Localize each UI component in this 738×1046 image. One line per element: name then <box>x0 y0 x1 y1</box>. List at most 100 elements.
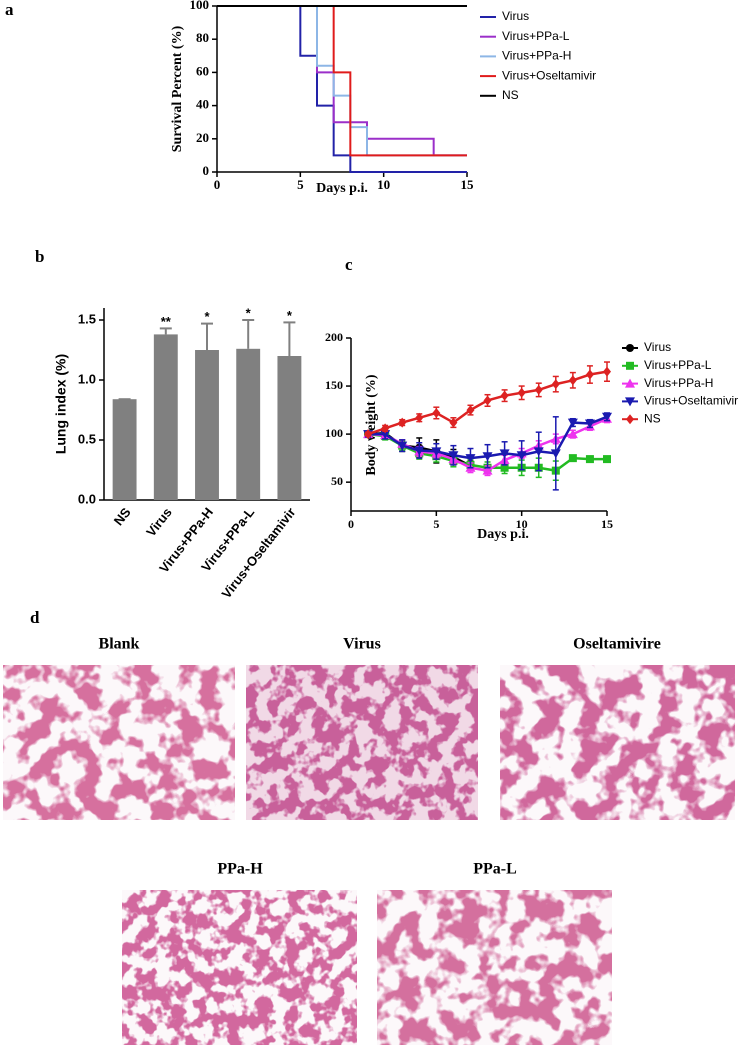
marker <box>585 369 594 380</box>
y-tick-label: 1.5 <box>78 311 96 326</box>
image-texture <box>246 665 478 820</box>
x-tick-label: 0 <box>348 517 354 531</box>
panel-label: a <box>5 0 14 19</box>
image-texture <box>3 665 235 820</box>
marker <box>448 451 459 461</box>
y-tick-label: 100 <box>325 426 343 440</box>
legend-label: Virus+PPa-L <box>644 358 712 372</box>
y-tick-label: 1.0 <box>78 371 96 386</box>
legend-marker <box>626 344 634 352</box>
bar <box>112 399 137 500</box>
marker <box>602 412 612 422</box>
marker <box>449 417 458 428</box>
y-tick-label: 60 <box>196 63 209 78</box>
legend-label: NS <box>502 88 519 102</box>
y-tick-label: 0.5 <box>78 431 96 446</box>
image-texture <box>122 890 357 1045</box>
marker <box>584 419 595 429</box>
image-title: PPa-L <box>473 861 517 878</box>
marker <box>364 429 373 440</box>
marker <box>603 455 611 464</box>
marker <box>500 390 509 401</box>
marker <box>380 430 391 440</box>
panel-label: b <box>35 247 44 266</box>
bar <box>236 348 261 500</box>
legend-label: Virus <box>502 9 529 23</box>
image-texture <box>500 665 735 820</box>
legend-marker <box>626 361 634 370</box>
bar <box>195 350 219 500</box>
y-axis-label: Survival Percent (%) <box>170 25 185 152</box>
marker <box>431 447 442 457</box>
chart: c 50 100 150 200 0 5 10 15 Days p.i. Body weight (… <box>325 255 738 542</box>
legend-marker <box>625 397 635 407</box>
marker <box>482 465 493 475</box>
x-tick-label: 15 <box>601 517 613 531</box>
image-title: Oseltamivire <box>573 636 661 653</box>
legend-label: NS <box>644 411 661 425</box>
histology-images <box>3 665 735 1045</box>
survival-line <box>217 5 467 157</box>
significance: * <box>246 305 252 320</box>
legend-label: Virus+PPa-H <box>502 49 571 63</box>
marker <box>466 405 475 416</box>
y-axis-label: Lung index (%) <box>53 354 69 454</box>
survival-line <box>217 5 467 157</box>
image-texture <box>377 890 612 1045</box>
bar <box>153 334 178 500</box>
y-tick-label: 50 <box>331 474 343 488</box>
y-tick-label: 40 <box>196 97 209 112</box>
x-tick-label: NS <box>111 504 134 528</box>
legend-marker <box>625 378 635 388</box>
marker <box>517 387 526 398</box>
marker <box>516 451 527 461</box>
marker <box>567 418 578 428</box>
marker <box>381 423 390 434</box>
x-tick-label: Virus+Oseltamivir <box>219 505 299 601</box>
survival-line <box>217 5 467 157</box>
legend-label: Virus+PPa-L <box>502 29 570 43</box>
marker <box>550 449 561 459</box>
marker <box>567 429 578 439</box>
chart: a 0 20 40 60 80 100 0 5 10 15 Days p.i. Survival Per… <box>5 0 596 196</box>
x-tick-label: 0 <box>214 177 221 192</box>
bar <box>277 356 302 500</box>
legend-marker <box>626 414 634 425</box>
marker <box>568 375 577 386</box>
significance: * <box>287 308 293 323</box>
panel-label: d <box>30 608 40 627</box>
y-tick-label: 200 <box>325 330 343 344</box>
survival-line <box>217 5 467 173</box>
marker <box>432 407 441 418</box>
x-tick-label: 15 <box>461 177 475 192</box>
significance: * <box>204 309 210 324</box>
marker <box>533 447 544 457</box>
image-title: Blank <box>99 636 140 653</box>
marker <box>568 454 577 463</box>
x-tick-label: Virus <box>143 505 175 540</box>
legend-label: Virus+Oseltamivir <box>644 394 738 408</box>
x-tick-label: 5 <box>297 177 304 192</box>
marker <box>551 379 560 390</box>
marker <box>465 454 476 464</box>
marker <box>499 449 510 459</box>
y-tick-label: 80 <box>196 30 209 45</box>
marker <box>415 412 424 423</box>
significance: ** <box>161 314 172 329</box>
marker <box>500 463 509 472</box>
panel-label: c <box>345 255 353 274</box>
marker <box>483 395 492 406</box>
marker <box>414 446 425 456</box>
y-tick-label: 150 <box>325 378 343 392</box>
y-tick-label: 0 <box>203 163 210 178</box>
marker <box>398 417 407 428</box>
legend-label: Virus+PPa-H <box>644 376 713 390</box>
x-axis-label: Days p.i. <box>477 527 529 542</box>
marker <box>585 455 594 464</box>
x-tick-label: 5 <box>433 517 439 531</box>
marker <box>534 384 543 395</box>
marker <box>482 452 493 462</box>
y-axis-label: Body weight (%) <box>364 374 379 475</box>
